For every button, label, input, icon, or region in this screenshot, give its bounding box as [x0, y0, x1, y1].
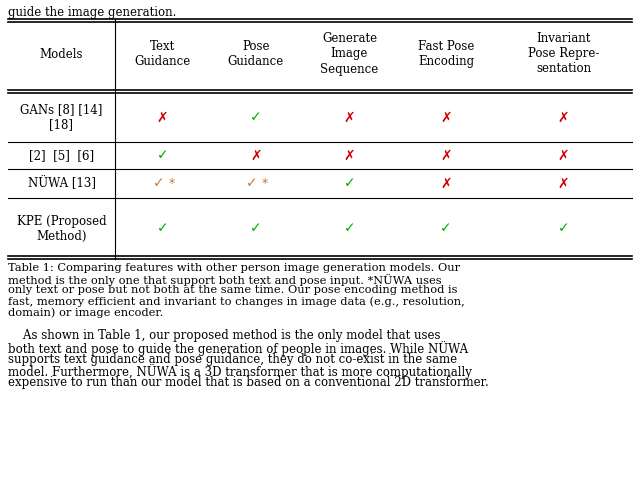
Text: Invariant
Pose Repre-
sentation: Invariant Pose Repre- sentation [528, 33, 599, 75]
Text: ✗: ✗ [557, 110, 570, 124]
Text: ✗: ✗ [344, 148, 355, 163]
Text: ✓: ✓ [157, 221, 168, 236]
Text: ✓: ✓ [157, 148, 168, 163]
Text: As shown in Table 1, our proposed method is the only model that uses: As shown in Table 1, our proposed method… [8, 329, 440, 342]
Text: ✗: ✗ [157, 110, 168, 124]
Text: *: * [168, 177, 175, 190]
Text: Text
Guidance: Text Guidance [134, 40, 191, 68]
Text: Table 1: Comparing features with other person image generation models. Our: Table 1: Comparing features with other p… [8, 263, 460, 273]
Text: guide the image generation.: guide the image generation. [8, 6, 177, 19]
Text: ✗: ✗ [440, 177, 452, 191]
Text: ✓: ✓ [344, 177, 355, 191]
Text: *: * [262, 177, 268, 190]
Text: ✓: ✓ [250, 110, 262, 124]
Text: supports text guidance and pose guidance, they do not co-exist in the same: supports text guidance and pose guidance… [8, 353, 457, 366]
Text: method is the only one that support both text and pose input. *NÜWA uses: method is the only one that support both… [8, 274, 442, 286]
Text: expensive to run than our model that is based on a conventional 2D transformer.: expensive to run than our model that is … [8, 376, 489, 389]
Text: NÜWA [13]: NÜWA [13] [28, 177, 95, 191]
Text: ✗: ✗ [557, 177, 570, 191]
Text: ✓: ✓ [344, 221, 355, 236]
Text: Models: Models [40, 48, 83, 60]
Text: [2]  [5]  [6]: [2] [5] [6] [29, 149, 94, 162]
Text: ✓: ✓ [557, 221, 570, 236]
Text: ✗: ✗ [440, 110, 452, 124]
Text: ✗: ✗ [440, 148, 452, 163]
Text: both text and pose to guide the generation of people in images. While NÜWA: both text and pose to guide the generati… [8, 341, 468, 356]
Text: Generate
Image
Sequence: Generate Image Sequence [321, 33, 379, 75]
Text: Pose
Guidance: Pose Guidance [228, 40, 284, 68]
Text: ✗: ✗ [557, 148, 570, 163]
Text: Fast Pose
Encoding: Fast Pose Encoding [418, 40, 474, 68]
Text: ✗: ✗ [344, 110, 355, 124]
Text: ✓: ✓ [440, 221, 452, 236]
Text: GANs [8] [14]
[18]: GANs [8] [14] [18] [20, 104, 102, 132]
Text: ✓: ✓ [153, 177, 164, 191]
Text: model. Furthermore, NÜWA is a 3D transformer that is more computationally: model. Furthermore, NÜWA is a 3D transfo… [8, 364, 472, 379]
Text: ✓: ✓ [250, 221, 262, 236]
Text: fast, memory efficient and invariant to changes in image data (e.g., resolution,: fast, memory efficient and invariant to … [8, 297, 465, 307]
Text: domain) or image encoder.: domain) or image encoder. [8, 308, 163, 318]
Text: only text or pose but not both at the same time. Our pose encoding method is: only text or pose but not both at the sa… [8, 286, 458, 295]
Text: ✓: ✓ [246, 177, 258, 191]
Text: ✗: ✗ [250, 148, 262, 163]
Text: KPE (Proposed
Method): KPE (Proposed Method) [17, 215, 106, 242]
